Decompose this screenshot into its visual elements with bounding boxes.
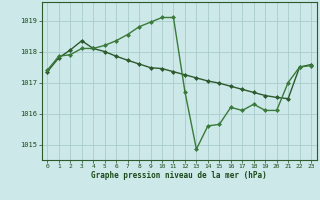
X-axis label: Graphe pression niveau de la mer (hPa): Graphe pression niveau de la mer (hPa) — [91, 171, 267, 180]
